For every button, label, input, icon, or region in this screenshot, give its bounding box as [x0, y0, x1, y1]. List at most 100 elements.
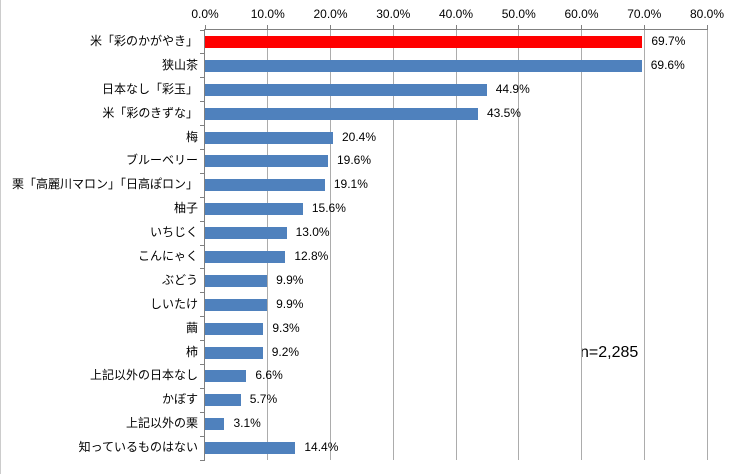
bar	[205, 298, 268, 311]
category-label: 上記以外の日本なし	[89, 368, 198, 383]
category-label: かぼす	[161, 392, 198, 407]
value-label: 12.8%	[294, 249, 329, 263]
x-axis-tick-label: 30.0%	[376, 7, 411, 21]
x-axis-tick-label: 20.0%	[313, 7, 348, 21]
value-label: 6.6%	[255, 368, 283, 383]
y-axis-tick	[200, 459, 205, 461]
bar	[205, 394, 241, 407]
x-axis-tick	[643, 25, 645, 30]
gridline-70.0%	[643, 30, 645, 460]
x-axis-tick	[455, 25, 457, 30]
x-axis-tick-label: 60.0%	[564, 7, 599, 21]
category-label: 知っているものはない	[78, 440, 198, 455]
gridline-20.0%	[330, 30, 331, 460]
value-label: 44.9%	[495, 81, 530, 96]
gridline-30.0%	[392, 30, 394, 460]
gridline-50.0%	[518, 30, 520, 460]
bar	[205, 442, 296, 455]
category-label: しいたけ	[149, 296, 198, 311]
y-axis-tick	[200, 101, 205, 103]
gridline-60.0%	[581, 30, 582, 460]
y-axis-tick	[200, 411, 205, 413]
category-label: 狭山茶	[161, 57, 198, 72]
value-label: 13.0%	[295, 225, 330, 240]
bar	[205, 346, 263, 359]
x-axis-tick	[330, 25, 331, 30]
y-axis-tick	[200, 172, 205, 174]
bar	[205, 322, 264, 335]
category-label: 梅	[185, 129, 198, 144]
bar	[205, 59, 642, 72]
x-axis-tick-label: 10.0%	[250, 7, 285, 21]
category-label: こんにゃく	[137, 249, 198, 263]
gridline-40.0%	[455, 30, 457, 460]
bar	[205, 250, 286, 263]
y-axis-tick	[200, 316, 205, 318]
y-axis-tick	[200, 340, 205, 342]
bar	[205, 155, 328, 168]
category-label: 柚子	[173, 201, 198, 216]
y-axis-tick	[200, 244, 205, 246]
y-axis-tick	[200, 53, 205, 55]
value-label: 43.5%	[486, 105, 521, 120]
y-axis-tick	[200, 387, 205, 389]
x-axis-tick-label: 0.0%	[191, 7, 219, 21]
y-axis-tick	[200, 292, 205, 294]
bar-highlighted	[205, 35, 643, 48]
x-axis-tick	[518, 25, 520, 30]
value-label: 9.9%	[276, 296, 304, 311]
bar	[205, 203, 303, 216]
x-axis-tick-label: 40.0%	[438, 7, 474, 21]
y-axis-tick	[200, 196, 205, 198]
value-label: 3.1%	[233, 416, 261, 431]
category-label: 上記以外の栗	[125, 416, 198, 431]
bar	[205, 274, 268, 287]
bar	[205, 179, 325, 192]
category-label: 柿	[185, 344, 198, 359]
value-label: 15.6%	[311, 201, 346, 216]
x-axis-tick	[392, 25, 394, 30]
value-label: 19.1%	[333, 177, 368, 192]
x-axis-tick	[267, 25, 269, 30]
value-label: 69.7%	[651, 34, 686, 48]
bar	[205, 107, 478, 120]
y-axis-tick	[200, 148, 205, 150]
y-axis-tick	[200, 77, 205, 79]
x-axis-tick	[204, 25, 206, 30]
bar	[205, 131, 333, 144]
category-label: 日本なし「彩玉」	[101, 81, 198, 96]
bar	[205, 370, 247, 383]
x-axis-tick	[581, 25, 582, 30]
value-label: 69.6%	[650, 57, 685, 72]
x-axis-tick-label: 70.0%	[627, 7, 662, 21]
y-axis-tick	[200, 125, 205, 127]
value-label: 20.4%	[342, 129, 377, 144]
bar	[205, 83, 487, 96]
value-label: 9.2%	[271, 344, 300, 359]
x-axis-tick-label: 50.0%	[501, 7, 536, 21]
value-label: 9.3%	[272, 320, 300, 335]
x-axis-line	[205, 29, 708, 30]
category-label: いちじく	[149, 225, 198, 240]
value-label: 14.4%	[304, 440, 339, 455]
category-label: ブルーベリー	[125, 153, 198, 168]
category-label: 繭	[185, 320, 198, 335]
sample-size-label: n=2,285	[580, 344, 639, 361]
value-label: 5.7%	[249, 392, 278, 407]
y-axis-tick	[200, 268, 205, 270]
gridline-10.0%	[267, 30, 269, 460]
value-label: 9.9%	[276, 272, 304, 287]
bar	[205, 418, 225, 431]
category-label: 米「彩のかがやき」	[89, 34, 198, 48]
y-axis-tick	[200, 363, 205, 365]
x-axis-tick-label: 80.0%	[689, 7, 725, 21]
x-axis-tick	[706, 25, 708, 30]
gridline-80.0%	[706, 30, 708, 460]
bar	[205, 227, 287, 240]
y-axis-tick	[200, 220, 205, 222]
category-label: ぶどう	[161, 272, 198, 287]
y-axis-tick	[200, 435, 205, 437]
category-label: 栗「高麗川マロン」「日高ぽロン」	[11, 177, 198, 192]
y-axis-tick	[200, 29, 205, 31]
